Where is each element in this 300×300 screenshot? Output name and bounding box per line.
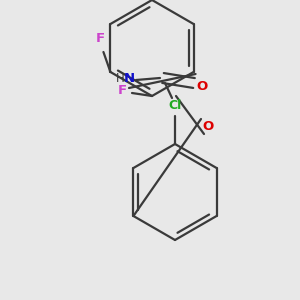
Text: O: O xyxy=(196,80,208,94)
Text: O: O xyxy=(202,121,214,134)
Text: N: N xyxy=(123,73,135,85)
Text: F: F xyxy=(96,32,105,46)
Text: H: H xyxy=(116,73,124,85)
Text: F: F xyxy=(117,85,127,98)
Text: Cl: Cl xyxy=(168,99,182,112)
